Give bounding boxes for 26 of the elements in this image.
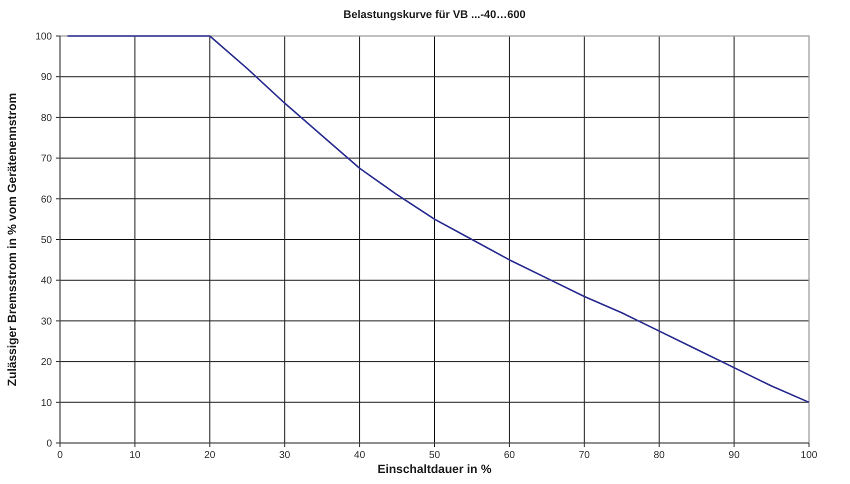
line-series xyxy=(66,35,810,404)
y-tick-label: 80 xyxy=(40,112,52,124)
y-tick-label: 30 xyxy=(40,316,52,328)
x-tick-label: 100 xyxy=(800,450,818,461)
x-tick-label: 20 xyxy=(204,450,216,461)
y-tick-label: 40 xyxy=(40,276,52,287)
x-tick-label: 80 xyxy=(654,450,666,461)
y-tick-label: 20 xyxy=(40,357,52,368)
y-tick-label: 60 xyxy=(40,194,52,206)
chart-title: Belastungskurve für VB ...-40…600 xyxy=(343,9,526,21)
x-tick-label: 90 xyxy=(728,450,740,461)
x-tick-label: 60 xyxy=(504,450,516,461)
x-tick-label: 70 xyxy=(578,450,590,461)
y-tick-label: 70 xyxy=(40,154,52,165)
x-tick-label: 40 xyxy=(354,450,366,461)
y-tick-label: 50 xyxy=(40,235,52,246)
y-axis-title: Zulässiger Bremsstrom in % vom Gerätenennstrom xyxy=(5,92,19,386)
y-tick-label: 0 xyxy=(46,438,52,450)
y-tick-label: 90 xyxy=(40,72,52,84)
x-tick-label: 10 xyxy=(129,450,141,461)
x-axis-title: Einschaltdauer in % xyxy=(377,462,492,476)
x-tick-label: 30 xyxy=(279,450,291,461)
y-tick-label: 10 xyxy=(40,398,52,409)
x-tick-label: 50 xyxy=(428,450,440,461)
y-tick-label: 100 xyxy=(35,32,52,42)
x-tick-label: 0 xyxy=(57,450,64,461)
